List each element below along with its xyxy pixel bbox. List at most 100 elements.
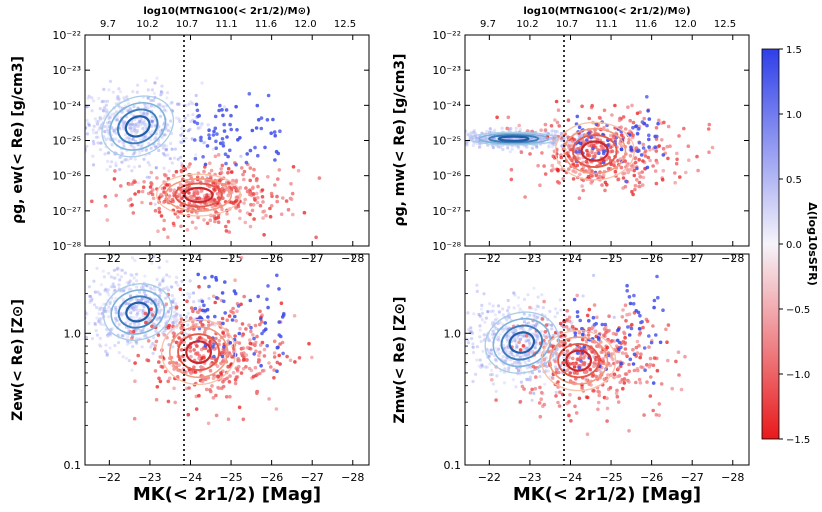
data-point <box>574 411 579 415</box>
data-point <box>548 136 552 141</box>
data-point <box>167 169 171 173</box>
data-point <box>266 284 270 288</box>
data-point <box>154 339 159 344</box>
top-tick-label: 12.0 <box>294 19 316 30</box>
panel-top-right: −22 −23 −24 −25 −26 −27 −28 10⁻²²10⁻²³10⁻²⁴10⁻… <box>392 6 750 265</box>
data-point <box>682 126 686 131</box>
data-point <box>114 118 118 122</box>
data-point <box>134 340 139 344</box>
data-point <box>519 362 523 366</box>
data-point <box>114 316 118 320</box>
data-point <box>577 125 582 129</box>
data-point <box>620 351 625 355</box>
data-point <box>482 292 486 296</box>
x-tick-label: −26 <box>640 471 663 484</box>
data-point <box>457 344 460 347</box>
data-point <box>186 323 190 327</box>
data-point <box>156 333 161 337</box>
data-point <box>106 121 110 125</box>
data-point <box>113 169 117 173</box>
data-point <box>486 348 490 352</box>
data-point <box>214 216 219 220</box>
data-point <box>521 344 526 348</box>
data-point <box>666 358 670 363</box>
data-point <box>218 103 222 108</box>
data-point <box>92 279 96 283</box>
data-point <box>231 178 235 183</box>
data-point <box>239 255 244 260</box>
data-point <box>161 123 166 127</box>
y-ticks: 1.00.1 <box>444 270 471 472</box>
data-point <box>581 356 586 360</box>
data-point <box>250 208 255 213</box>
data-point <box>117 87 121 91</box>
data-point <box>149 345 153 349</box>
data-point <box>489 368 494 372</box>
y-axis-label: ρg, mw(< Re) [g/cm3] <box>392 54 408 227</box>
data-point <box>556 380 560 384</box>
data-point <box>96 290 100 294</box>
data-point <box>268 206 272 211</box>
data-point <box>253 323 258 328</box>
data-point <box>555 311 560 315</box>
data-point <box>150 324 154 329</box>
data-point <box>274 407 279 411</box>
data-point <box>503 367 507 371</box>
data-point <box>157 206 161 211</box>
data-point <box>606 166 611 171</box>
data-point <box>159 90 163 94</box>
data-point <box>137 298 141 302</box>
data-point <box>592 273 596 277</box>
data-point <box>221 113 225 118</box>
x-tick-label: −25 <box>599 471 622 484</box>
data-point <box>130 273 134 277</box>
data-point <box>112 268 116 272</box>
data-point <box>96 128 100 132</box>
data-point <box>558 344 562 348</box>
data-point <box>637 171 642 176</box>
data-point <box>522 347 526 351</box>
data-point <box>200 122 204 126</box>
data-point <box>471 350 476 355</box>
data-point <box>248 347 253 351</box>
data-point <box>133 192 137 196</box>
data-point <box>581 294 585 298</box>
data-point <box>518 353 522 357</box>
data-point <box>480 318 484 322</box>
data-point <box>269 131 274 135</box>
data-point <box>198 315 202 320</box>
data-point <box>91 163 96 167</box>
contour-line <box>557 342 601 379</box>
data-point <box>670 386 674 391</box>
data-point <box>184 104 188 108</box>
data-point <box>637 127 641 131</box>
data-point <box>619 125 623 129</box>
data-point <box>145 299 150 303</box>
data-point <box>307 341 311 346</box>
data-point <box>152 91 156 95</box>
data-point <box>513 337 517 341</box>
data-point <box>579 359 583 363</box>
data-point <box>275 360 280 365</box>
data-point <box>115 267 119 271</box>
data-point <box>591 373 596 377</box>
x-ticks: −22 −23 −24 −25 −26 −27 −28 <box>98 254 364 484</box>
data-point <box>648 148 652 152</box>
data-point <box>637 180 642 185</box>
data-point <box>162 218 166 223</box>
data-point <box>465 141 469 145</box>
data-point <box>535 334 539 338</box>
y-tick-label: 10⁻²⁷ <box>432 205 461 218</box>
data-point <box>135 90 139 94</box>
data-point <box>479 365 483 369</box>
data-point <box>528 305 532 310</box>
data-point <box>174 315 178 319</box>
data-point <box>286 207 291 212</box>
data-point <box>186 113 190 117</box>
data-point <box>505 337 509 342</box>
data-point <box>135 315 139 319</box>
data-point <box>110 160 114 164</box>
data-point <box>130 124 134 128</box>
data-point <box>472 130 476 134</box>
data-point <box>572 371 577 375</box>
